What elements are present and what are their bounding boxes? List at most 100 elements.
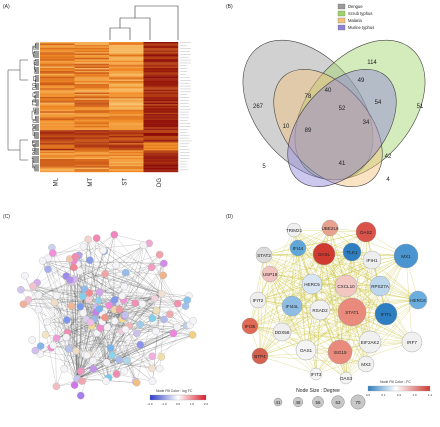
heatmap-cell (40, 90, 75, 92)
heatmap-cell (109, 168, 144, 170)
heatmap-cell (109, 67, 144, 69)
heatmap-cell (75, 54, 110, 56)
heatmap-cell (40, 45, 75, 47)
network-c-legend-tick: 1.0 (190, 402, 195, 406)
network-d-node: ISG15 (328, 340, 352, 364)
network-c-node (29, 336, 36, 343)
network-c-node (121, 367, 128, 374)
heatmap-cell (144, 81, 179, 83)
heatmap-cell (109, 147, 144, 149)
network-d-node: STAT1 (338, 298, 366, 326)
heatmap-cell (75, 107, 110, 109)
network-d-node-label: STAT2 (257, 253, 271, 258)
venn-legend-swatch (338, 25, 345, 30)
heatmap-cell (144, 87, 179, 89)
heatmap-cell (75, 162, 110, 164)
heatmap-cell (109, 134, 144, 136)
heatmap-cell (144, 116, 179, 118)
heatmap-cell (40, 171, 75, 173)
color-legend-d-title: Node Fill Color : FC (380, 380, 411, 384)
heatmap-cell (75, 81, 110, 83)
network-c-node (158, 353, 165, 360)
heatmap-cell (144, 158, 179, 160)
network-c-node (72, 253, 79, 260)
heatmap-cell (109, 171, 144, 173)
network-d-node-label: MX2 (361, 362, 371, 367)
heatmap-cell (109, 143, 144, 145)
heatmap-cell (40, 54, 75, 56)
heatmap-cell (40, 77, 75, 79)
heatmap-cell (109, 46, 144, 48)
network-c-node (70, 264, 77, 271)
heatmap-cell (109, 129, 144, 131)
network-c-node (160, 260, 167, 267)
heatmap-cell (40, 123, 75, 125)
network-c-node (151, 295, 158, 302)
network-c-node (65, 345, 72, 352)
network-d-node: MX2 (358, 356, 374, 372)
heatmap-cell (144, 80, 179, 82)
network-c-node (105, 302, 112, 309)
network-d-node: USP18 (262, 266, 278, 282)
heatmap-cell (75, 56, 110, 58)
venn-count: 34 (363, 120, 370, 126)
heatmap-cell (75, 116, 110, 118)
heatmap-cell (109, 87, 144, 89)
heatmap-cell (40, 147, 75, 149)
network-d-node-label: OAS2 (360, 230, 373, 235)
network-c-node (86, 289, 93, 296)
heatmap-cell (40, 98, 75, 100)
heatmap-cell (109, 117, 144, 119)
venn-legend-label: Murine typhus (348, 25, 374, 30)
heatmap-cell (40, 108, 75, 110)
heatmap-cell (40, 132, 75, 134)
network-c-node (42, 331, 49, 338)
heatmap-cell (75, 91, 110, 93)
heatmap-cell (109, 126, 144, 128)
heatmap-cell (40, 62, 75, 64)
heatmap-cell (144, 45, 179, 47)
heatmap-cell (144, 98, 179, 100)
heatmap-cell (40, 97, 75, 99)
network-c-node (137, 321, 144, 328)
network-c-node (104, 324, 111, 331)
heatmap-cell (40, 155, 75, 157)
network-c-node (139, 300, 146, 307)
heatmap-cell (109, 145, 144, 147)
network-c-node (85, 296, 92, 303)
heatmap-cell (144, 43, 179, 45)
heatmap-cell (144, 145, 179, 147)
heatmap-cell (109, 162, 144, 164)
heatmap-cell (75, 48, 110, 50)
row-dendrogram (8, 43, 39, 171)
heatmap-cell (75, 71, 110, 73)
heatmap-cell (144, 171, 179, 173)
heatmap-cell (40, 93, 75, 95)
network-c-node (174, 323, 181, 330)
network-d-node-label: RSAD2 (312, 308, 328, 313)
heatmap-cell (75, 104, 110, 106)
network-c-node (149, 315, 156, 322)
heatmap-cell (144, 107, 179, 109)
heatmap-cell (75, 158, 110, 160)
network-c-node (170, 330, 177, 337)
heatmap-cell (75, 132, 110, 134)
heatmap-cell (109, 101, 144, 103)
heatmap-cell (75, 156, 110, 158)
heatmap-cell (75, 113, 110, 115)
heatmap-cell (144, 55, 179, 57)
panel-c-label: (C) (3, 214, 10, 220)
network-c-node (184, 297, 191, 304)
network-c-node (137, 341, 144, 348)
network-c-node (44, 266, 51, 273)
heatmap-cell (40, 88, 75, 90)
heatmap-cell (144, 100, 179, 102)
network-d-node-label: USP18 (263, 272, 278, 277)
network-c-node (63, 334, 70, 341)
heatmap-cell (144, 49, 179, 51)
venn-count: 51 (417, 104, 424, 110)
